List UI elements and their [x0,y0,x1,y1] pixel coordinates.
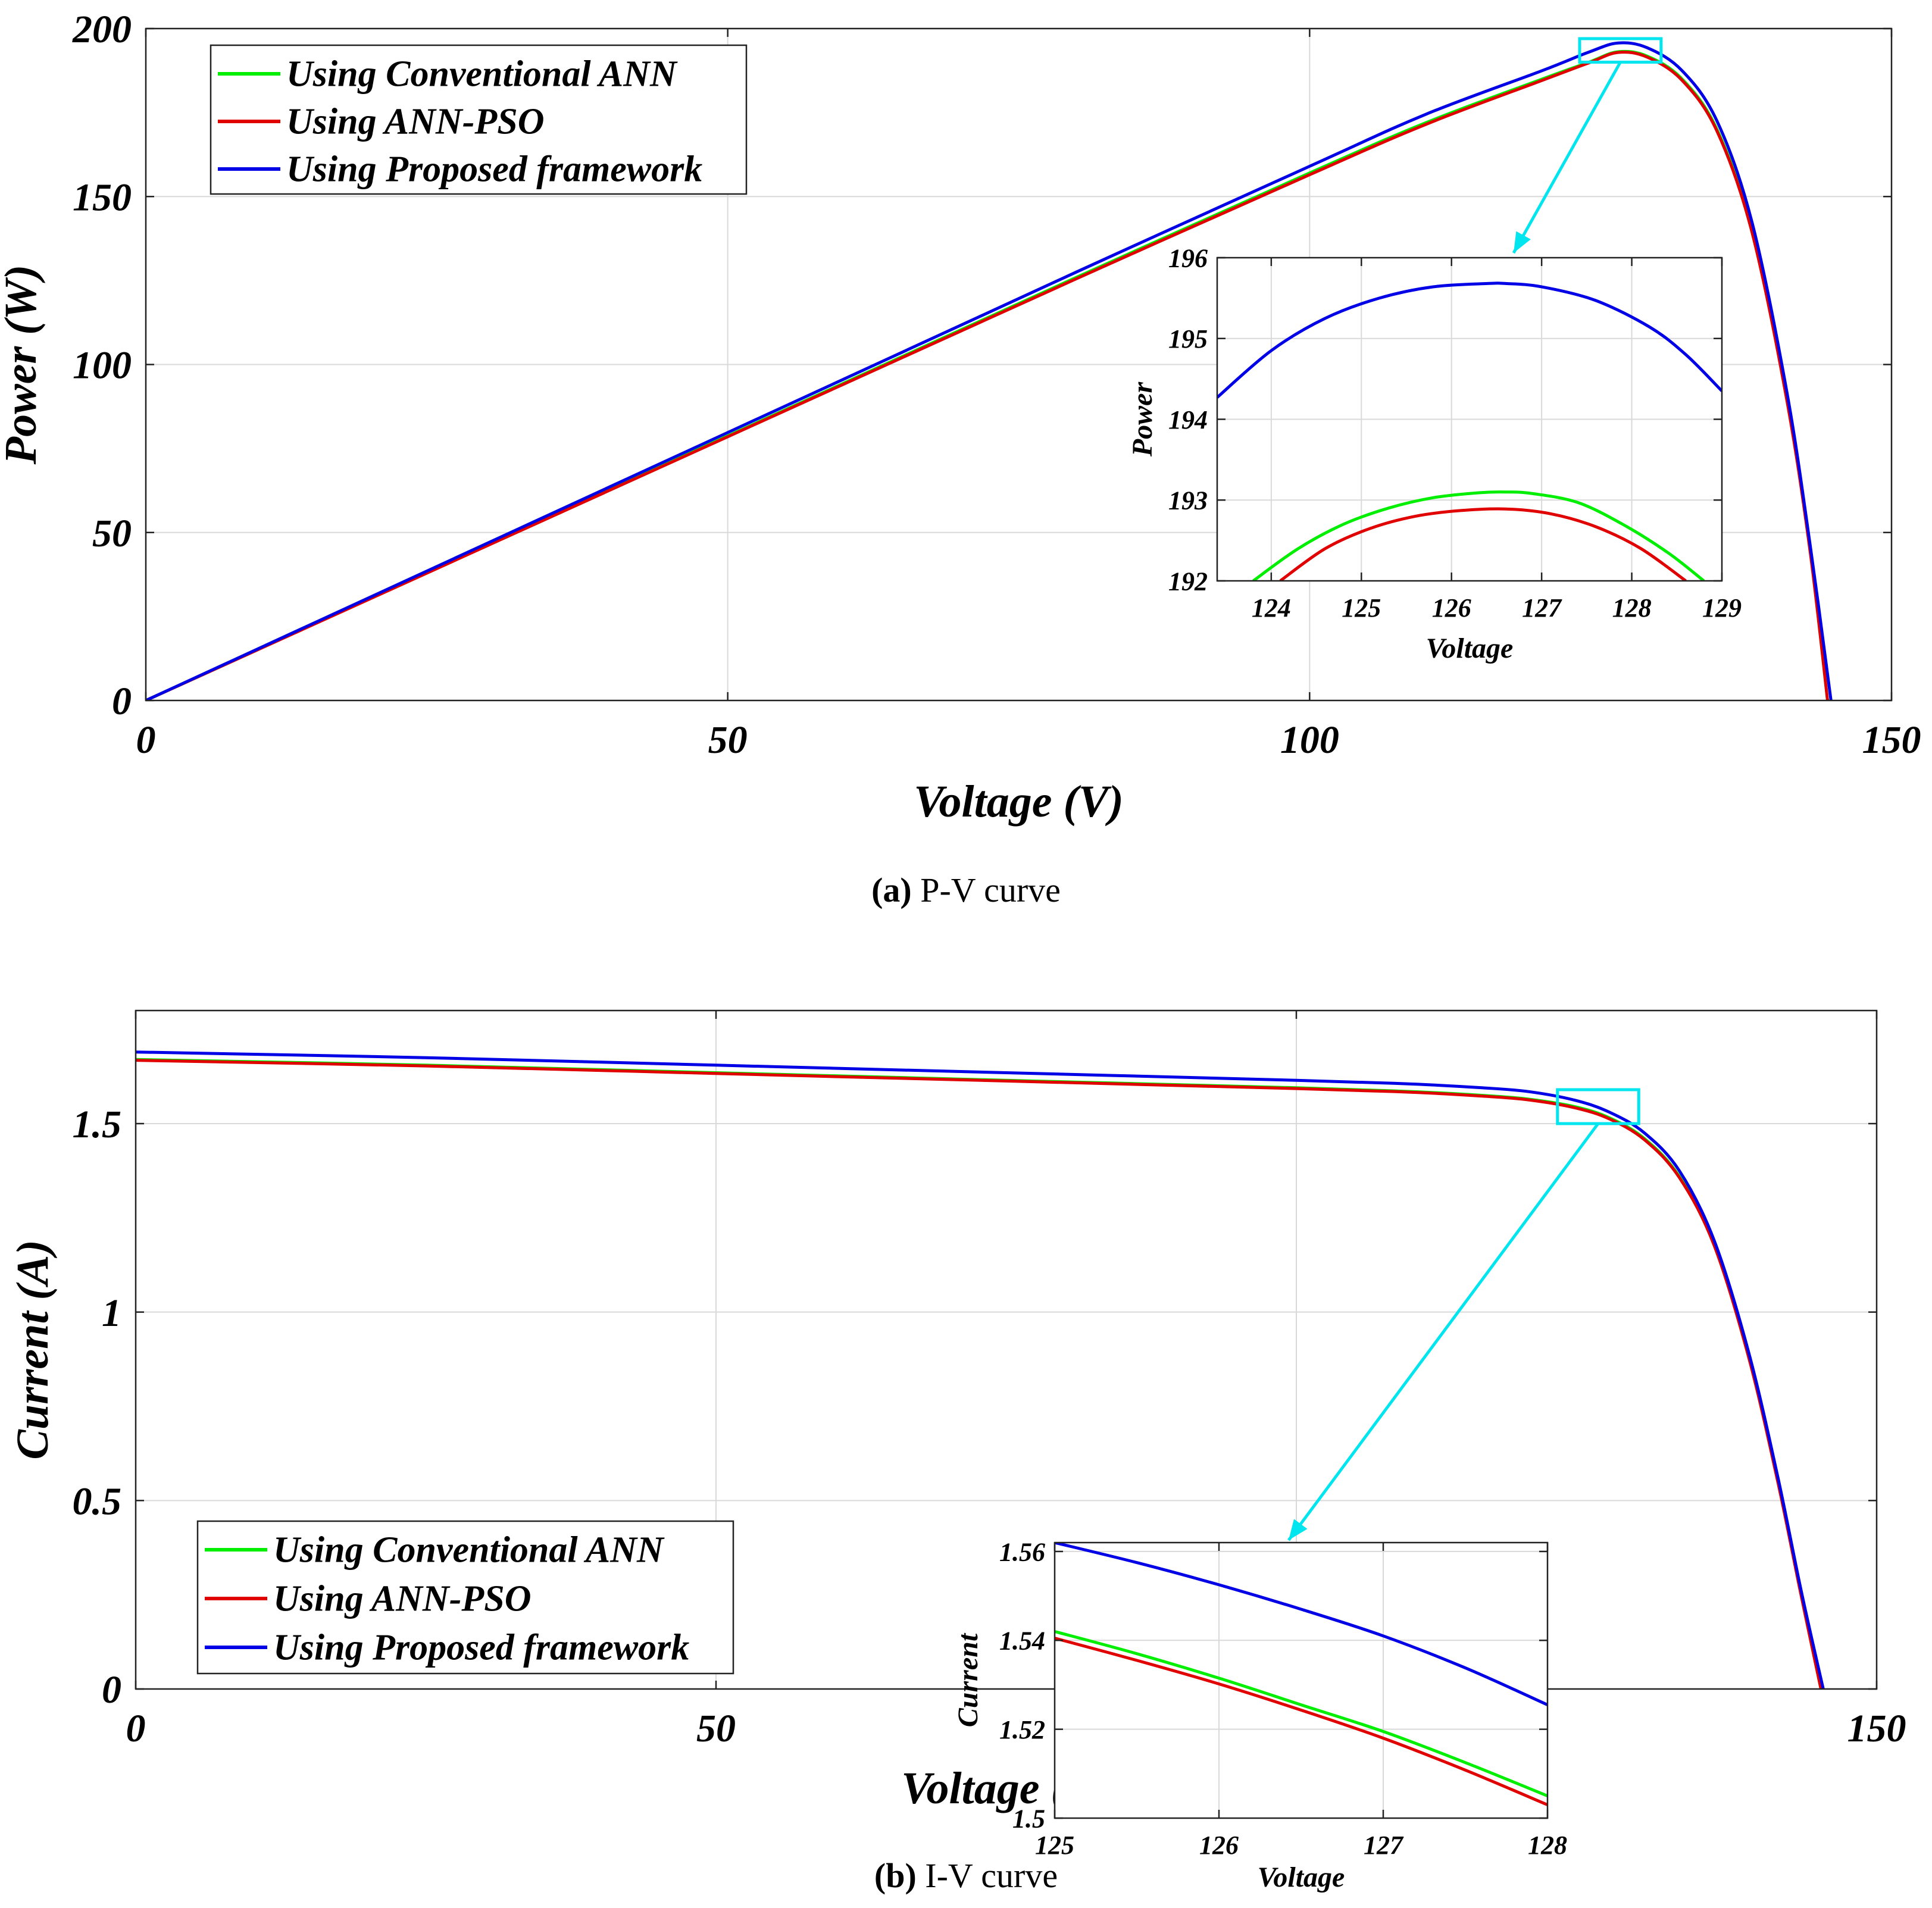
iv-inset-x-tick-label: 126 [1199,1831,1239,1860]
iv-main-x-tick-label: 0 [126,1707,146,1750]
pv-main-x-axis-label: Voltage (V) [914,777,1124,827]
iv-inset-series-line-1 [1055,1629,1548,1798]
pv-main-x-tick-label: 0 [136,718,156,762]
iv-main-axes-frame [135,1009,1878,1690]
pv-main-zoom-box [1578,37,1663,64]
iv-inset-x-tick-label: 127 [1364,1831,1404,1860]
pv-inset-x-tick-label: 125 [1342,593,1381,623]
pv-main-x-tick-label: 50 [708,718,748,762]
iv-inset-y-tick-label: 1.56 [999,1537,1045,1566]
pv-inset-x-tick-label: 126 [1432,593,1471,623]
iv-main-series-line-3 [136,1050,1825,1689]
pv-main-y-axis-label: Power (W) [0,265,46,465]
panel-b-caption-text: I-V curve [925,1856,1058,1895]
iv-main-y-tick-label: 1 [102,1291,121,1335]
iv-inset-series-line-3 [1055,1543,1548,1706]
pv-main-y-tick-label: 0 [112,680,132,723]
pv-main-legend-label-1: Using Conventional ANN [286,54,678,94]
pv-main-x-tick-label: 150 [1862,718,1921,762]
panel-a-caption-letter: (a) [871,871,912,909]
iv-main-y-tick-label: 0 [102,1668,121,1712]
pv-main-series-line-3 [146,41,1833,700]
pv-callout-arrow-shaft [1512,61,1622,254]
pv-inset-x-axis-label: Voltage [1426,633,1514,664]
pv-inset-y-tick-label: 193 [1168,486,1208,515]
pv-inset-y-tick-label: 195 [1168,324,1208,354]
iv-callout-arrow-head [1289,1519,1308,1540]
panel-b-caption: (b) I-V curve [0,1856,1932,1896]
panel-a-caption: (a) P-V curve [0,870,1932,910]
iv-inset-x-axis-label: Voltage [1258,1862,1345,1893]
pv-callout-arrow-head [1514,231,1531,253]
iv-main-legend-label-1: Using Conventional ANN [273,1529,665,1570]
iv-main-y-axis-label: Current (A) [8,1240,58,1460]
iv-inset-plot-background [1055,1543,1548,1818]
pv-main-y-tick-label: 200 [72,8,132,51]
pv-inset-x-tick-label: 124 [1252,593,1291,623]
iv-inset-y-axis-label: Current [952,1632,984,1727]
iv-inset-x-tick-label: 128 [1528,1831,1567,1860]
iv-inset-x-tick-label: 125 [1035,1831,1074,1860]
iv-main-legend-label-2: Using ANN-PSO [273,1578,532,1619]
pv-main-legend-label-2: Using ANN-PSO [286,101,545,142]
iv-main-y-tick-label: 0.5 [73,1480,122,1523]
pv-inset-series-line-2 [1279,507,1687,581]
pv-inset-x-tick-label: 129 [1702,593,1742,623]
iv-main-y-tick-label: 1.5 [73,1103,122,1146]
pv-main-x-tick-label: 100 [1280,718,1339,762]
iv-main-x-tick-label: 50 [696,1707,736,1750]
pv-main-series-line-2 [146,51,1829,700]
iv-inset-series-line-2 [1055,1637,1548,1806]
pv-inset-series-line-1 [1252,490,1705,581]
pv-inset-y-axis-label: Power [1127,381,1158,458]
pv-main-legend-label-3: Using Proposed framework [286,149,702,189]
pv-inset-y-tick-label: 196 [1168,243,1208,273]
pv-main-legend-box [210,44,748,195]
panel-b-caption-letter: (b) [874,1856,917,1895]
pv-inset-series-line-3 [1217,281,1722,399]
iv-main-legend-box [196,1520,734,1675]
panel-a-caption-text: P-V curve [920,871,1061,909]
iv-inset-chart: 125 126 127 128 1.5 1.52 1.54 1.56 Voltage Curren… [952,1537,1567,1893]
pv-inset-y-tick-label: 192 [1168,567,1208,596]
pv-inset-x-tick-label: 127 [1522,593,1562,623]
iv-main-legend-label-3: Using Proposed framework [273,1627,689,1668]
pv-inset-chart: 124 125 126 127 128 129 192 193 194 195 196 Voltage… [1127,243,1742,664]
pv-main-y-tick-label: 150 [73,176,132,219]
iv-callout-arrow-shaft [1287,1122,1600,1541]
pv-inset-y-tick-label: 194 [1168,405,1208,434]
pv-main-y-tick-label: 100 [73,344,132,387]
iv-inset-y-tick-label: 1.52 [999,1715,1045,1744]
iv-inset-y-tick-label: 1.5 [1012,1804,1045,1833]
iv-main-x-tick-label: 150 [1847,1707,1906,1750]
iv-inset-y-tick-label: 1.54 [999,1627,1045,1656]
iv-inset-axes-frame [1053,1541,1549,1819]
pv-inset-x-tick-label: 128 [1612,593,1652,623]
pv-main-y-tick-label: 50 [92,512,132,555]
